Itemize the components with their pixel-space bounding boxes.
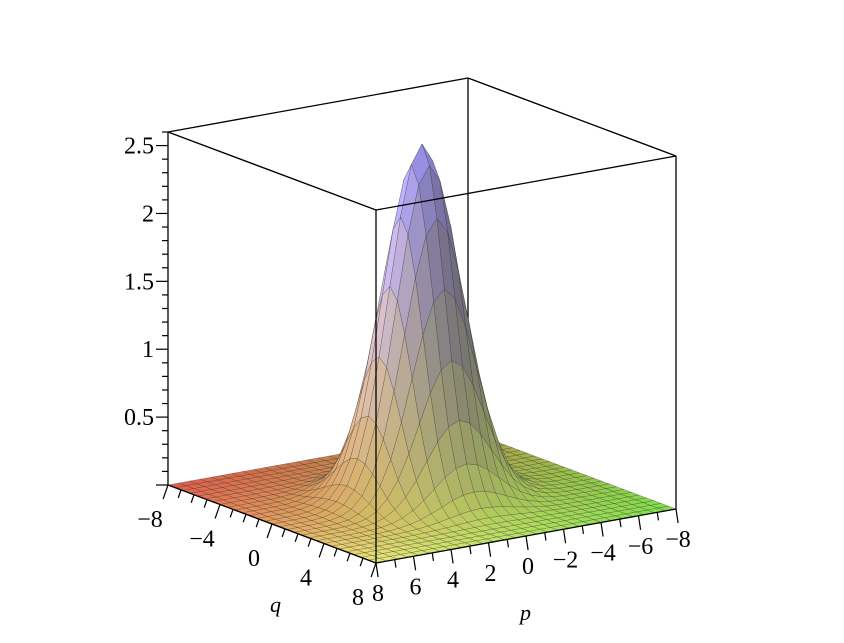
q-tick-label: −4 — [189, 527, 215, 553]
p-tick-label: −2 — [553, 547, 579, 573]
p-tick-label: 2 — [485, 561, 497, 587]
z-tick-label: 1.5 — [124, 269, 154, 295]
p-tick-label: −8 — [665, 527, 691, 553]
z-tick-label: 1 — [142, 337, 154, 363]
p-tick-label: −4 — [590, 541, 616, 567]
z-tick-label: 0.5 — [124, 405, 154, 431]
q-tick-minor — [294, 533, 299, 542]
p-tick-major — [412, 556, 417, 571]
p-tick-minor — [581, 525, 585, 534]
p-tick-minor — [394, 559, 397, 568]
z-tick-label: 2 — [142, 201, 154, 227]
p-tick-major — [562, 529, 567, 544]
q-tick-minor — [333, 548, 338, 557]
p-tick-minor — [619, 519, 622, 528]
p-axis: 8 6 4 2 0 −2 −4 −6 −8 — [372, 508, 691, 607]
p-tick-label: 4 — [447, 568, 459, 594]
p-tick-label: −6 — [628, 534, 654, 560]
p-tick-minor — [431, 552, 435, 561]
q-tick-minor — [359, 557, 364, 567]
p-tick-label: 8 — [372, 581, 384, 607]
q-tick-label: 4 — [300, 566, 312, 592]
q-tick-minor — [307, 538, 312, 547]
q-tick-minor — [229, 509, 234, 518]
p-tick-minor — [656, 512, 660, 521]
q-tick-label: −8 — [137, 507, 163, 533]
surface-mesh — [167, 143, 677, 564]
q-tick-minor — [190, 494, 195, 503]
q-tick-major — [370, 562, 377, 578]
q-tick-major — [318, 543, 325, 558]
p-tick-major — [525, 535, 529, 551]
q-tick-minor — [177, 489, 182, 499]
q-tick-minor — [203, 499, 208, 508]
q-tick-major — [266, 523, 273, 539]
q-tick-label: 8 — [352, 585, 364, 611]
q-axis-label: q — [270, 592, 281, 617]
p-tick-major — [600, 522, 604, 537]
p-tick-label: 0 — [522, 554, 534, 580]
p-tick-label: 6 — [410, 574, 422, 600]
p-tick-minor — [544, 532, 547, 541]
q-tick-major — [214, 504, 221, 519]
bounding-box-back — [167, 77, 677, 509]
q-axis: −8 −4 0 4 8 — [137, 484, 377, 611]
p-tick-major — [675, 508, 679, 524]
q-tick-minor — [346, 553, 351, 562]
box-edge-top-front-right — [375, 155, 677, 211]
q-tick-major — [162, 484, 169, 500]
q-tick-minor — [242, 514, 247, 523]
z-tick-label: 2.5 — [124, 134, 154, 160]
p-axis-label: p — [518, 600, 531, 625]
box-edge-top-front-left — [167, 131, 377, 211]
p-tick-major — [375, 562, 379, 578]
p-tick-minor — [506, 539, 510, 548]
p-tick-minor — [469, 546, 472, 555]
p-tick-major — [450, 549, 454, 564]
q-tick-minor — [255, 518, 260, 528]
z-axis: 0.5 1 1.5 2 2.5 — [124, 131, 168, 486]
box-edge-top-back-left — [167, 77, 469, 133]
p-tick-major — [637, 515, 642, 530]
p-tick-major — [487, 542, 492, 557]
box-edge-top-back-right — [467, 77, 677, 157]
q-tick-minor — [281, 528, 286, 538]
q-tick-label: 0 — [248, 546, 260, 572]
